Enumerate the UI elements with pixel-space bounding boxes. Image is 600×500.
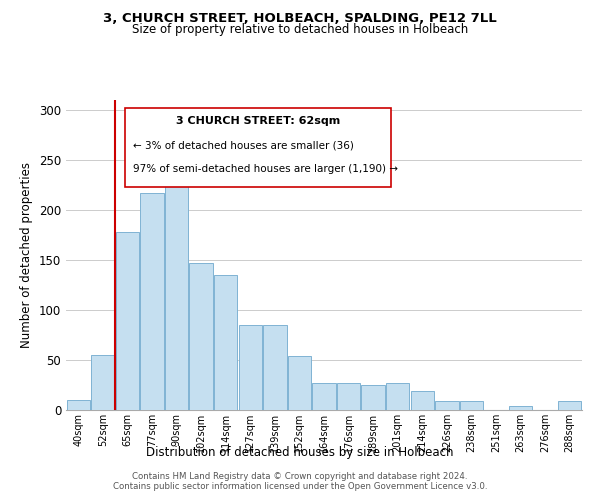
Bar [190, 263, 213, 410]
Text: ← 3% of detached houses are smaller (36): ← 3% of detached houses are smaller (36) [133, 140, 354, 150]
Bar [460, 401, 483, 410]
Bar [558, 401, 581, 410]
Text: 3 CHURCH STREET: 62sqm: 3 CHURCH STREET: 62sqm [176, 116, 340, 126]
Bar [361, 385, 385, 410]
Text: 97% of semi-detached houses are larger (1,190) →: 97% of semi-detached houses are larger (… [133, 164, 398, 173]
Bar [140, 193, 164, 410]
Bar [67, 400, 90, 410]
Y-axis label: Number of detached properties: Number of detached properties [20, 162, 34, 348]
Bar [165, 186, 188, 410]
Bar [214, 275, 238, 410]
Bar [263, 325, 287, 410]
Bar [239, 325, 262, 410]
Bar [91, 355, 115, 410]
Bar [386, 383, 409, 410]
Text: Contains public sector information licensed under the Open Government Licence v3: Contains public sector information licen… [113, 482, 487, 491]
Bar [435, 401, 458, 410]
FancyBboxPatch shape [125, 108, 391, 187]
Bar [313, 383, 335, 410]
Text: Size of property relative to detached houses in Holbeach: Size of property relative to detached ho… [132, 22, 468, 36]
Bar [116, 232, 139, 410]
Bar [337, 383, 360, 410]
Text: 3, CHURCH STREET, HOLBEACH, SPALDING, PE12 7LL: 3, CHURCH STREET, HOLBEACH, SPALDING, PE… [103, 12, 497, 26]
Bar [410, 391, 434, 410]
Bar [288, 356, 311, 410]
Text: Distribution of detached houses by size in Holbeach: Distribution of detached houses by size … [146, 446, 454, 459]
Bar [509, 406, 532, 410]
Text: Contains HM Land Registry data © Crown copyright and database right 2024.: Contains HM Land Registry data © Crown c… [132, 472, 468, 481]
